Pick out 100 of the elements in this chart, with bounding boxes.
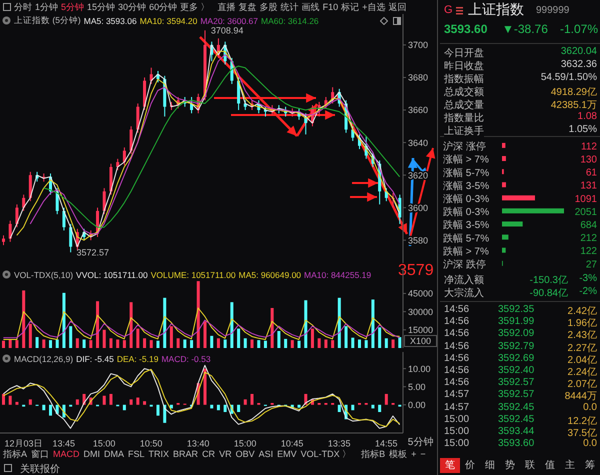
text: 模板 (389, 448, 408, 460)
text: 细 (484, 459, 496, 473)
y-tick-label: 3640 (408, 138, 428, 148)
text: CR (202, 449, 216, 459)
text: F10 (322, 2, 338, 12)
data-label: 131 (580, 180, 598, 192)
text: 14:56 (444, 352, 470, 365)
data-label: 684 (580, 220, 598, 232)
annotation: 3579 (398, 262, 435, 280)
text: 3592.45 (498, 414, 536, 426)
data-label: 61 (586, 168, 598, 179)
series-label: DIF: -5.45 (76, 354, 114, 364)
y-tick-label: 跌幅 5-7% (443, 232, 490, 244)
data-label: 122 (580, 246, 598, 258)
text: 3593.44 (498, 426, 536, 438)
text: 2.07亿 (566, 378, 597, 390)
text: 1分钟 (35, 0, 58, 14)
text: 14:56 (444, 328, 470, 340)
text: 2.04亿 (566, 354, 597, 366)
chart-title: VOL-TDX(5,10) (14, 270, 74, 280)
text: MA60: 3614.26 (261, 16, 319, 26)
text: 42385.1万 (550, 99, 597, 111)
text: VOL-TDX 〉 (300, 448, 352, 460)
text: MA10: 844255.19 (304, 270, 372, 280)
annotation: VOLUME: 1051711.00 (150, 270, 236, 280)
annotation: MACD: -0.53 (161, 354, 211, 364)
text: G (444, 4, 454, 18)
text: TRIX (148, 449, 170, 459)
y-tick-label: 沪深 跌停 (443, 258, 486, 270)
text: 分时 (14, 0, 32, 14)
text: MA10: 3594.20 (140, 16, 198, 26)
text: 0.0 (582, 402, 597, 414)
text: 2.27亿 (566, 342, 597, 354)
text: 14:56 (444, 304, 470, 316)
text: -2% (579, 286, 597, 297)
text: 5分钟 (406, 436, 434, 448)
text: 筹 (584, 459, 596, 473)
text: 12.2亿 (566, 414, 597, 427)
annotation: 3572.57 (76, 248, 110, 258)
y-tick-label: 涨幅 5-7% (443, 166, 490, 179)
text: OBV (236, 449, 255, 459)
text: MA5: 960649.00 (238, 270, 302, 280)
text: 联 (524, 459, 536, 473)
text: 3592.09 (498, 328, 536, 340)
text: 2.24亿 (566, 366, 597, 378)
y-tick-label: 3700 (408, 40, 428, 50)
text: 主 (564, 458, 576, 473)
text: ▼-38.76 (502, 22, 549, 37)
text: DMI (84, 449, 100, 459)
chart-title: 上证指数 (5分钟) (14, 14, 81, 26)
y-tick-label: 沪深 涨停 (443, 140, 486, 153)
text: 上证换手 (444, 126, 484, 137)
data-label: 27 (586, 259, 598, 270)
text: 总成交额 (444, 87, 484, 98)
text: 14:56 (444, 340, 470, 353)
y-tick-label: 跌幅 > 7% (443, 245, 489, 258)
text: 15:00 (444, 426, 470, 438)
text: 8444万 (564, 390, 597, 402)
y-tick-label: 10.00 (408, 364, 431, 374)
text: 统计 (280, 0, 299, 14)
y-tick-label: 15000 (408, 325, 434, 336)
text: 2.43亿 (566, 329, 597, 342)
text: 0.0 (582, 438, 597, 450)
y-tick-label: 涨幅 3-5% (443, 180, 490, 192)
text: 标记 (341, 0, 360, 14)
text: 3591.99 (498, 316, 536, 328)
text: 多股 (260, 0, 278, 14)
text: 3593.60 (444, 22, 488, 37)
text: 返回 (388, 0, 406, 14)
series-label: DEA: -5.19 (116, 354, 158, 364)
y-tick-label: 跌幅 0-3% (443, 206, 490, 218)
data-label: 2051 (574, 206, 598, 218)
text: MA20: 3600.67 (200, 16, 258, 26)
x-tick-label: 10:45 (280, 438, 304, 448)
text: 笔 (440, 458, 460, 473)
text: 14:57 (444, 389, 470, 402)
text: 15分钟 (87, 0, 116, 14)
text: 4918.29亿 (550, 86, 597, 98)
text: 复盘 (238, 0, 257, 14)
text: -150.3亿 (528, 274, 568, 286)
text: -90.84亿 (528, 287, 568, 299)
text: 1.05% (568, 124, 597, 137)
y-tick-label: 0.00 (408, 400, 426, 410)
text: 指数振幅 (444, 74, 484, 85)
x-tick-label: 13:40 (186, 438, 210, 448)
text: ASI (258, 449, 274, 459)
text: EMV (277, 449, 297, 459)
data-label: 112 (581, 141, 598, 152)
text: 关联报价 (20, 462, 61, 475)
text: + (411, 449, 416, 459)
text: DMA (104, 449, 124, 459)
text: 值 (544, 459, 556, 473)
text: 14:56 (444, 365, 470, 377)
text: 3592.45 (498, 402, 536, 414)
text: 上证指数 (468, 1, 524, 17)
text: 54.59/1.50% (540, 72, 597, 85)
text: 总成交量 (444, 100, 484, 111)
x-tick-label: 15:00 (234, 438, 256, 448)
text: 指数量比 (444, 113, 484, 124)
chart-subtitle: VVOL: 1051711.00 (76, 270, 148, 280)
